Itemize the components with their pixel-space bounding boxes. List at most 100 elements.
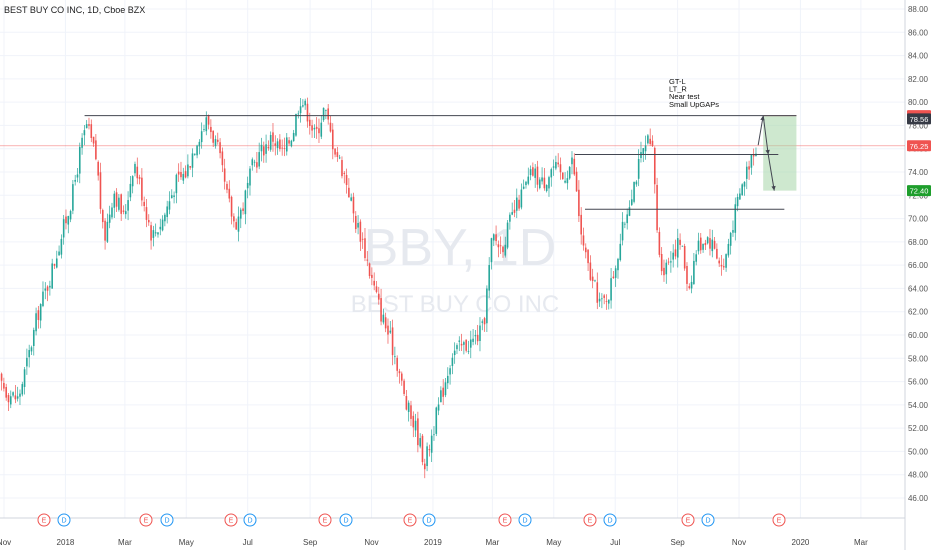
- event-label: E: [777, 518, 782, 525]
- candle-body: [113, 193, 116, 208]
- event-label: E: [588, 518, 593, 525]
- event-label: E: [503, 518, 508, 525]
- candle-body: [108, 214, 111, 223]
- candle-body: [175, 174, 178, 194]
- y-tick-label: 86.00: [908, 28, 929, 37]
- candle-body: [410, 405, 412, 419]
- candle-body: [157, 232, 159, 235]
- candle-body: [748, 166, 750, 170]
- candle-body: [297, 113, 300, 115]
- candle-body: [619, 243, 622, 261]
- candle-body: [336, 152, 339, 157]
- candle-body: [223, 168, 226, 182]
- candle-body: [587, 249, 589, 264]
- candle-body: [129, 183, 132, 198]
- candle-body: [265, 144, 267, 154]
- candle-body: [610, 278, 612, 301]
- candle-body: [653, 147, 656, 185]
- dividend-marker: [701, 513, 715, 527]
- horizontal-levels[interactable]: [84, 115, 797, 210]
- earnings-marker: [772, 513, 786, 527]
- candle-body: [375, 286, 378, 292]
- projection-line[interactable]: [757, 115, 775, 191]
- price-axis[interactable]: 88.0086.0084.0082.0080.0078.0076.0074.00…: [908, 5, 929, 503]
- candle-body: [115, 192, 118, 207]
- candle-body: [341, 160, 343, 177]
- projection-path[interactable]: [757, 115, 776, 191]
- candle-body: [177, 171, 180, 175]
- y-tick-label: 66.00: [908, 261, 929, 270]
- event-label: D: [343, 518, 348, 525]
- candle-body: [83, 130, 86, 136]
- candle-body: [697, 240, 700, 252]
- target-zone-rect: [763, 115, 797, 191]
- candle-body: [520, 189, 523, 208]
- x-tick-label: Mar: [118, 538, 132, 547]
- x-tick-label: 2018: [57, 538, 75, 547]
- candle-body: [504, 244, 507, 256]
- candle-body: [612, 276, 615, 279]
- candle-body: [134, 163, 136, 174]
- candle-body: [28, 350, 30, 358]
- candle-body: [37, 310, 40, 320]
- earnings-marker: [498, 513, 512, 527]
- candle-body: [699, 237, 702, 251]
- candle-body: [559, 164, 562, 173]
- time-axis[interactable]: Nov 2018 Mar May Jul Sep Nov 2019 Mar May Jul Sep No…: [0, 538, 868, 547]
- candle-body: [529, 169, 532, 176]
- candle-body: [729, 232, 732, 246]
- x-tick-label: Sep: [303, 538, 318, 547]
- candle-body: [74, 179, 76, 182]
- candle-body: [421, 435, 424, 463]
- candle-body: [571, 157, 573, 165]
- event-label: D: [522, 518, 527, 525]
- candle-body: [269, 134, 272, 150]
- candle-body: [237, 216, 240, 232]
- watermark: BBY, 1D BEST BUY CO INC: [351, 219, 560, 318]
- grid: [0, 0, 906, 550]
- candle-body: [67, 216, 70, 225]
- candles: [0, 97, 757, 479]
- candle-body: [306, 103, 309, 122]
- candle-body: [499, 245, 502, 247]
- candle-body: [727, 243, 730, 256]
- candle-body: [396, 357, 398, 371]
- y-tick-label: 88.00: [908, 5, 929, 14]
- event-label: D: [247, 518, 252, 525]
- candle-body: [161, 219, 164, 231]
- candle-body: [221, 151, 224, 166]
- candle-body: [198, 141, 201, 147]
- candle-body: [706, 237, 709, 244]
- candle-body: [522, 186, 525, 189]
- price-badge: [907, 140, 931, 152]
- candle-body: [348, 187, 350, 198]
- candle-body: [437, 404, 440, 411]
- candle-body: [407, 402, 410, 412]
- candle-body: [205, 117, 208, 132]
- candle-body: [226, 183, 228, 190]
- candle-body: [154, 232, 157, 234]
- candle-body: [281, 147, 283, 149]
- price-badge-label: 78.56: [910, 115, 929, 124]
- candle-body: [382, 314, 385, 323]
- candle-body: [150, 225, 152, 241]
- candle-body: [81, 137, 83, 148]
- x-tick-label: Jul: [243, 538, 253, 547]
- candle-body: [366, 259, 369, 261]
- dividend-marker: [57, 513, 71, 527]
- candle-body: [260, 144, 263, 152]
- candle-body: [118, 197, 120, 210]
- x-tick-label: 2020: [792, 538, 810, 547]
- x-tick-label: Jul: [610, 538, 620, 547]
- candle-body: [258, 152, 260, 167]
- x-tick-label: Mar: [854, 538, 868, 547]
- candle-body: [168, 201, 171, 210]
- candle-body: [212, 130, 214, 143]
- candle-body: [88, 124, 90, 126]
- candle-body: [288, 140, 290, 144]
- candle-body: [299, 106, 302, 114]
- candle-body: [136, 166, 139, 179]
